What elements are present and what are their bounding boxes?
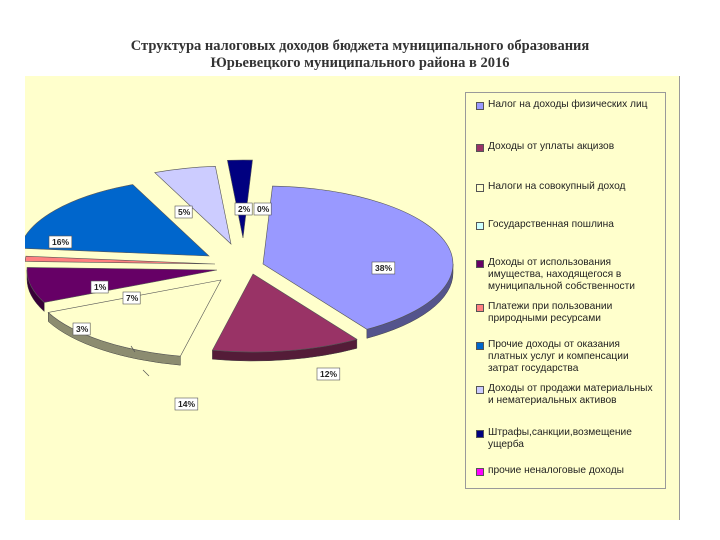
legend-item-2: Налоги на совокупный доход — [476, 181, 661, 193]
legend-item-9: прочие неналоговые доходы — [476, 465, 661, 477]
legend-label-4: Доходы от использования имущества, наход… — [488, 257, 635, 292]
legend-swatch-5 — [476, 304, 484, 312]
legend-item-1: Доходы от уплаты акцизов — [476, 141, 661, 153]
svg-text:7%: 7% — [126, 293, 139, 303]
data-label-9: 0% — [253, 202, 272, 216]
svg-text:14%: 14% — [178, 399, 195, 409]
svg-text:38%: 38% — [375, 263, 392, 273]
pie-slice-5 — [25, 255, 216, 265]
legend-item-8: Штрафы,санкции,возмещение ущерба — [476, 427, 661, 451]
chart-area: 38% 12% 14% 7% 1% 16% 5% 2% 0% 3% Налог на доходы… — [25, 76, 680, 520]
legend-swatch-2 — [476, 184, 484, 192]
data-label-7: 5% — [174, 205, 193, 219]
data-label-6: 16% — [48, 235, 73, 249]
chart-title-line1: Структура налоговых доходов бюджета муни… — [130, 38, 590, 54]
svg-text:12%: 12% — [320, 369, 337, 379]
data-label-8: 2% — [234, 202, 253, 216]
pie-chart: 38% 12% 14% 7% 1% 16% 5% 2% 0% 3% — [25, 159, 454, 411]
data-label-1: 12% — [316, 367, 341, 381]
legend-label-8: Штрафы,санкции,возмещение ущерба — [488, 427, 632, 450]
legend-swatch-0 — [476, 102, 484, 110]
chart-title-line2: Юрьевецкого муниципального района в 2016 — [210, 55, 510, 71]
svg-text:5%: 5% — [178, 207, 191, 217]
svg-text:2%: 2% — [238, 204, 251, 214]
legend-item-5: Платежи при пользовании природными ресур… — [476, 301, 661, 325]
legend-label-3: Государственная пошлина — [488, 219, 614, 230]
svg-text:1%: 1% — [94, 282, 107, 292]
legend-label-5: Платежи при пользовании природными ресур… — [488, 301, 613, 324]
data-label-5: 1% — [90, 280, 109, 294]
pie-slice-2 — [47, 279, 222, 357]
pie-slice-0 — [262, 185, 454, 330]
legend-swatch-9 — [476, 468, 484, 476]
chart-title: Структура налоговых доходов бюджета муни… — [40, 38, 680, 72]
legend-item-3: Государственная пошлина — [476, 219, 661, 231]
legend-swatch-4 — [476, 260, 484, 268]
pie-slice-7 — [154, 165, 232, 245]
svg-text:3%: 3% — [76, 324, 89, 334]
data-label-0: 38% — [371, 261, 396, 275]
legend-label-1: Доходы от уплаты акцизов — [488, 141, 615, 152]
legend-label-6: Прочие доходы от оказания платных услуг … — [488, 339, 629, 374]
svg-text:0%: 0% — [257, 204, 270, 214]
legend: Налог на доходы физических лиц Доходы от … — [465, 92, 666, 489]
legend-swatch-8 — [476, 430, 484, 438]
legend-swatch-6 — [476, 342, 484, 350]
pie-slice-8 — [227, 159, 253, 239]
data-label-2: 14% — [174, 397, 199, 411]
legend-swatch-3 — [476, 222, 484, 230]
legend-label-9: прочие неналоговые доходы — [488, 465, 624, 476]
legend-label-2: Налоги на совокупный доход — [488, 181, 626, 192]
legend-item-4: Доходы от использования имущества, наход… — [476, 257, 661, 293]
pie-slice-4 — [26, 267, 218, 303]
leader-line-0 — [130, 345, 136, 353]
data-label-4: 7% — [122, 291, 141, 305]
legend-swatch-7 — [476, 386, 484, 394]
data-label-extra-0: 3% — [72, 322, 91, 336]
legend-item-6: Прочие доходы от оказания платных услуг … — [476, 339, 661, 375]
pie-slice-1 — [211, 273, 358, 353]
legend-label-7: Доходы от продажи материальных и нематер… — [488, 383, 653, 406]
legend-swatch-1 — [476, 144, 484, 152]
svg-text:16%: 16% — [52, 237, 69, 247]
leader-line-1 — [142, 369, 150, 377]
legend-label-0: Налог на доходы физических лиц — [488, 99, 648, 110]
legend-item-7: Доходы от продажи материальных и нематер… — [476, 383, 661, 407]
legend-item-0: Налог на доходы физических лиц — [476, 99, 661, 111]
